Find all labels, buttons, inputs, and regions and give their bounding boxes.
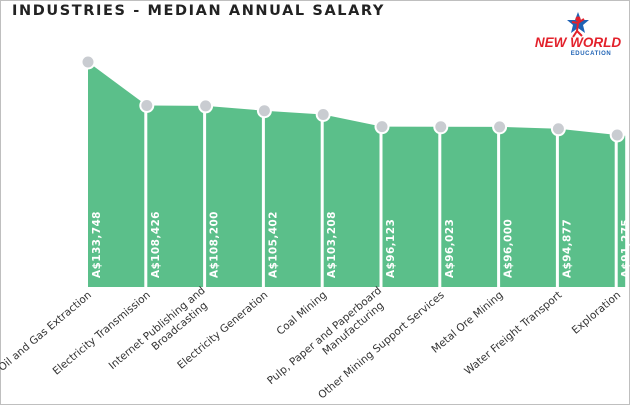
logo-line1: NEW WORLD xyxy=(535,35,621,50)
value-label: A$96,123 xyxy=(385,219,397,278)
data-point xyxy=(198,98,214,114)
area-series xyxy=(88,62,626,287)
chart-title: INDUSTRIES - MEDIAN ANNUAL SALARY xyxy=(12,3,385,19)
logo-line2: EDUCATION xyxy=(571,51,612,57)
data-point xyxy=(80,54,96,70)
value-label: A$133,748 xyxy=(91,211,103,278)
data-point xyxy=(139,98,155,113)
star-figure-icon xyxy=(567,12,589,38)
category-label: Internet Publishing andBroadcasting xyxy=(107,285,216,382)
value-label: A$108,200 xyxy=(209,211,221,278)
value-label: A$94,877 xyxy=(561,219,573,278)
data-point xyxy=(433,119,449,135)
category-label: Pulp, Paper and PaperboardManufacturing xyxy=(265,285,392,398)
value-label: A$105,402 xyxy=(267,211,279,278)
category-label: Water Freight Transport xyxy=(462,289,564,377)
data-point xyxy=(609,127,625,143)
value-label: A$96,000 xyxy=(503,219,515,278)
value-label: A$96,023 xyxy=(444,219,456,278)
value-label: A$91,275 xyxy=(620,219,630,278)
category-label: Oil and Gas Extraction xyxy=(0,289,94,374)
value-label: A$103,208 xyxy=(326,211,338,278)
data-point xyxy=(315,106,331,122)
data-point xyxy=(550,121,566,137)
category-label: Exploration xyxy=(570,289,623,337)
data-point xyxy=(492,119,508,135)
data-point xyxy=(374,119,390,135)
category-label: Electricity Transmission xyxy=(51,289,153,377)
value-label: A$108,426 xyxy=(150,211,162,278)
new-world-education-logo: NEW WORLD EDUCATION xyxy=(532,10,624,58)
data-point xyxy=(256,103,272,119)
